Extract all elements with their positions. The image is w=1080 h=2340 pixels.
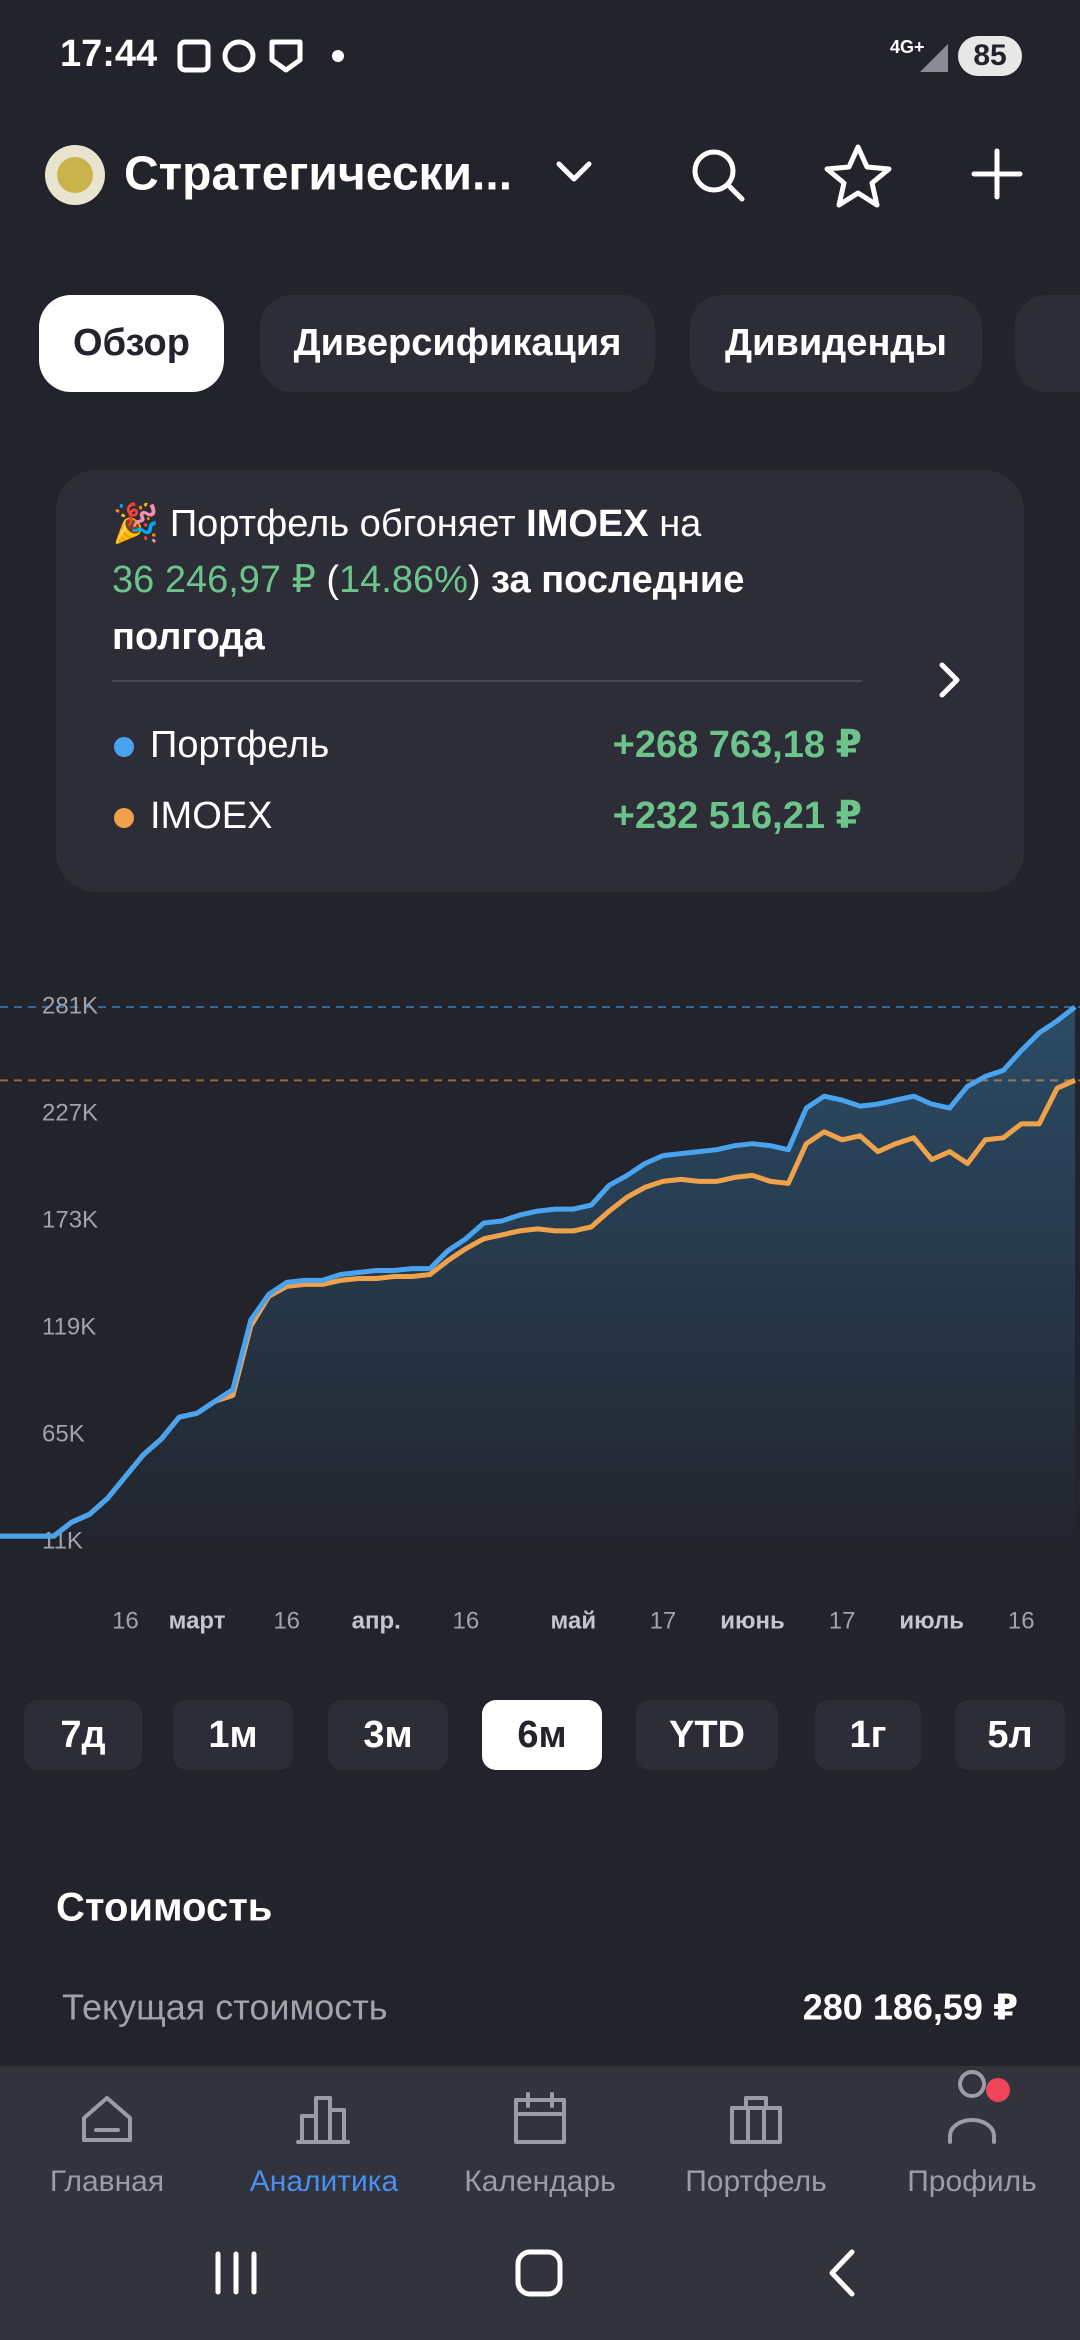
period-label[interactable]: 1м [208, 1714, 257, 1756]
nav-labels: Главная Аналитика Календарь Портфель Профиль [50, 2165, 1037, 2198]
period-label[interactable]: 6м [517, 1714, 566, 1756]
profile-icon [948, 2070, 996, 2144]
tab-label[interactable]: Обзор [73, 322, 190, 364]
status-network: 4G+ [890, 37, 925, 57]
period-button[interactable] [636, 1700, 778, 1770]
search-icon[interactable] [692, 149, 745, 202]
series-line [0, 1005, 1077, 1539]
period-selector: 7д 1м 3м 6м YTD 1г 5л [24, 1700, 1065, 1770]
legend-dot [114, 737, 134, 757]
y-tick-label: 65K [42, 1420, 85, 1447]
summary-line-1: 🎉 Портфель обгоняет IMOEX на [112, 501, 702, 546]
status-dot [332, 50, 344, 62]
summary-lead: 🎉 Портфель обгоняет [112, 501, 516, 546]
period-button[interactable] [24, 1700, 142, 1770]
tab[interactable] [690, 295, 982, 392]
card-chevron [939, 662, 960, 698]
analytics-icon [296, 2096, 350, 2144]
period-button[interactable] [955, 1700, 1065, 1770]
notification-badge [986, 2078, 1010, 2102]
battery [958, 36, 1022, 76]
x-tick-label: 16 [273, 1607, 300, 1634]
summary-percent: 14.86% [339, 559, 468, 601]
value-amount: 280 186,59 ₽ [803, 1987, 1018, 2028]
portfolio-icon [730, 2096, 782, 2144]
period-label[interactable]: 5л [987, 1714, 1032, 1756]
x-tick-label: 16 [112, 1607, 139, 1634]
x-tick-label: 16 [1008, 1607, 1035, 1634]
home-icon [82, 2096, 132, 2142]
dropdown-icon[interactable] [556, 161, 592, 182]
legend-value: +268 763,18 ₽ [613, 724, 862, 766]
summary-preposition: на [659, 503, 702, 545]
x-tick-label: июнь [720, 1607, 785, 1634]
summary-index: IMOEX [526, 503, 649, 545]
nav-label[interactable]: Главная [50, 2165, 164, 2198]
x-tick-label: апр. [352, 1607, 401, 1634]
x-tick-label: май [551, 1607, 597, 1634]
battery-level: 85 [973, 39, 1006, 72]
status-icons [177, 39, 303, 73]
period-button[interactable] [173, 1700, 293, 1770]
section-title: Стоимость [56, 1886, 272, 1930]
signal-icon [920, 44, 948, 72]
period-label[interactable]: 7д [60, 1714, 105, 1756]
status-time: 17:44 [60, 33, 157, 75]
favorite-icon[interactable] [824, 144, 892, 208]
x-tick-label: 17 [650, 1607, 677, 1634]
x-tick-label: 17 [829, 1607, 856, 1634]
period-button[interactable] [328, 1700, 448, 1770]
x-tick-label: 16 [452, 1607, 479, 1634]
period-label[interactable]: 3м [363, 1714, 412, 1756]
summary-line-2: 36 246,97 ₽ (14.86%) за последние [112, 559, 744, 601]
nav-icons [82, 2070, 1010, 2144]
tabs: ОбзорДиверсификацияДивидендыРе [39, 295, 1080, 392]
period-button[interactable] [815, 1700, 921, 1770]
calendar-icon [514, 2092, 566, 2144]
nav-label[interactable]: Календарь [464, 2165, 615, 2198]
summary-period: за последние [491, 559, 744, 601]
nav-label[interactable]: Профиль [907, 2165, 1037, 2198]
portfolio-title[interactable]: Стратегически... [124, 148, 512, 201]
period-button[interactable] [482, 1700, 602, 1770]
x-tick-label: март [169, 1607, 226, 1634]
add-icon[interactable] [971, 148, 1023, 200]
tab[interactable] [39, 295, 224, 392]
legend-label: Портфель [150, 724, 329, 766]
legend-value: +232 516,21 ₽ [613, 795, 862, 837]
tab-label[interactable]: Дивиденды [725, 322, 947, 364]
summary-period: полгода [112, 616, 266, 658]
legend-label: IMOEX [150, 795, 272, 837]
y-tick-label: 227K [42, 1099, 98, 1126]
y-tick-label: 281K [42, 992, 98, 1019]
tab[interactable] [260, 295, 655, 392]
period-label[interactable]: 1г [850, 1714, 887, 1756]
y-tick-label: 119K [42, 1313, 96, 1340]
value-label: Текущая стоимость [62, 1987, 388, 2028]
x-tick-label: июль [899, 1607, 964, 1634]
y-tick-label: 173K [42, 1206, 98, 1233]
bottom-nav [0, 2066, 1080, 2340]
tab-label[interactable]: Диверсификация [294, 322, 622, 364]
period-label[interactable]: YTD [669, 1714, 745, 1756]
nav-label[interactable]: Аналитика [250, 2165, 399, 2198]
logo-inner [57, 157, 93, 193]
system-nav [215, 2249, 855, 2297]
summary-amount: 36 246,97 ₽ [112, 559, 316, 601]
tab[interactable] [1015, 295, 1080, 392]
paren: ) [468, 559, 481, 601]
nav-label[interactable]: Портфель [685, 2165, 827, 2198]
paren: ( [326, 559, 339, 601]
legend: Портфель +268 763,18 ₽ IMOEX +232 516,21 ₽ [114, 724, 862, 837]
legend-dot [114, 808, 134, 828]
